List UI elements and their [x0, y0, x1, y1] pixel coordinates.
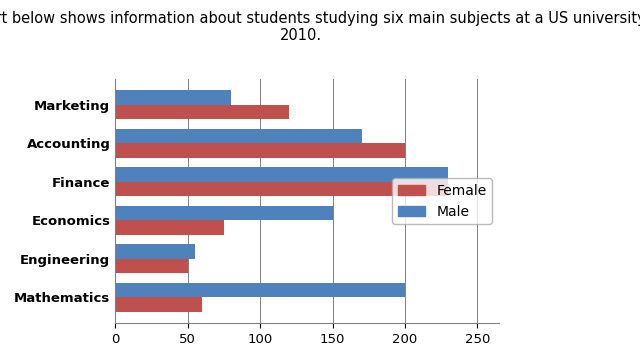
Bar: [115, 129, 362, 143]
Bar: [115, 143, 405, 158]
Legend: Female, Male: Female, Male: [392, 178, 492, 224]
Bar: [115, 259, 188, 274]
Bar: [115, 297, 202, 312]
Bar: [115, 167, 449, 182]
Bar: [115, 220, 224, 235]
Bar: [115, 244, 195, 259]
Bar: [115, 182, 449, 196]
Bar: [115, 206, 333, 220]
Bar: [115, 283, 405, 297]
Text: The chart below shows information about students studying six main subjects at a: The chart below shows information about …: [0, 11, 640, 43]
Bar: [115, 105, 289, 119]
Bar: [115, 90, 231, 105]
